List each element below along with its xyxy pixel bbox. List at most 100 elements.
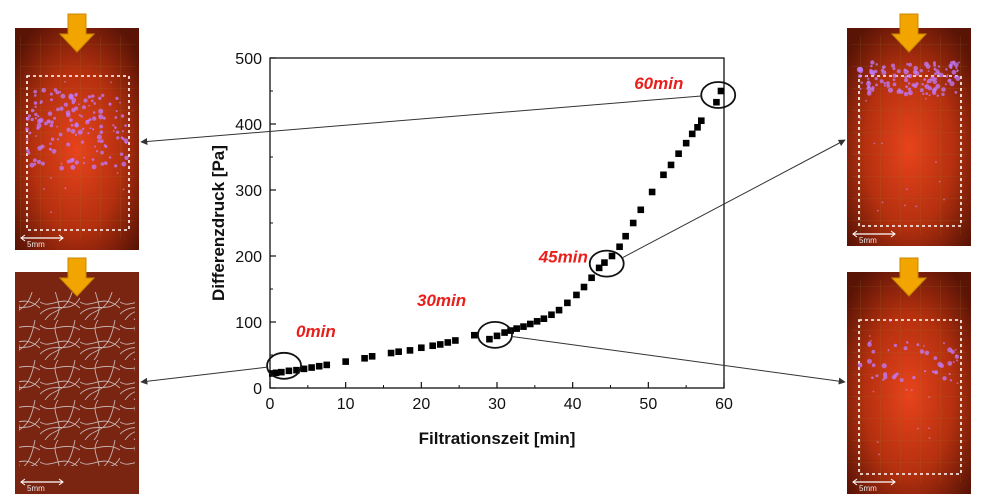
- scale-bar-ends: [20, 234, 64, 242]
- data-point: [660, 171, 667, 179]
- y-axis-label: Differenzdruck [Pa]: [209, 145, 228, 301]
- particle: [905, 388, 908, 391]
- particle: [36, 126, 40, 130]
- particle: [53, 88, 58, 92]
- particle: [49, 123, 54, 128]
- particle: [38, 117, 44, 123]
- highlight-circle: [266, 351, 302, 380]
- particle: [35, 135, 38, 137]
- particle: [90, 94, 95, 98]
- particle: [889, 320, 892, 323]
- particle: [938, 180, 941, 183]
- particle: [937, 65, 941, 68]
- data-point: [573, 291, 580, 299]
- data-point: [493, 332, 501, 340]
- data-point: [608, 252, 616, 260]
- data-point: [688, 130, 696, 138]
- particle: [121, 130, 125, 133]
- particle: [97, 139, 101, 143]
- particle: [930, 76, 936, 82]
- particle: [95, 150, 99, 153]
- particle: [948, 372, 951, 376]
- particle: [949, 81, 955, 87]
- particle: [87, 132, 90, 135]
- data-point: [418, 344, 425, 352]
- particle: [83, 156, 86, 159]
- particle: [869, 339, 872, 342]
- particle: [886, 84, 891, 88]
- particle: [94, 145, 97, 148]
- thumbnail-panel: 5mm: [847, 257, 971, 494]
- particle: [887, 87, 894, 93]
- particle: [56, 125, 59, 128]
- particle: [99, 124, 104, 129]
- particle: [83, 98, 88, 103]
- particle: [69, 118, 73, 123]
- time-annotation: 45min: [538, 248, 588, 267]
- particle: [71, 158, 75, 161]
- highlight-circle: [700, 81, 737, 109]
- x-tick-label: 60: [715, 396, 733, 413]
- particle: [947, 79, 951, 83]
- particle: [935, 69, 940, 74]
- data-point: [717, 87, 725, 95]
- particle: [919, 349, 925, 354]
- particle: [924, 84, 930, 90]
- data-point: [406, 347, 414, 354]
- particle: [870, 64, 873, 68]
- particle: [935, 161, 937, 163]
- particle: [948, 63, 953, 69]
- scale-bar-ends: [852, 478, 896, 486]
- data-point: [387, 349, 395, 357]
- particle: [866, 90, 872, 96]
- particle: [876, 441, 879, 443]
- particle: [903, 346, 908, 351]
- y-tick-label: 300: [235, 183, 262, 200]
- particle: [26, 138, 29, 141]
- particle: [93, 102, 97, 105]
- particle: [936, 94, 939, 97]
- particle: [56, 138, 60, 141]
- particle: [955, 75, 961, 81]
- particle: [78, 114, 81, 117]
- particle: [953, 62, 959, 68]
- particle: [65, 112, 71, 118]
- particle: [66, 159, 71, 164]
- particle: [905, 85, 909, 89]
- particle: [50, 98, 54, 102]
- data-point: [436, 341, 444, 348]
- particle: [33, 162, 37, 166]
- particle: [893, 343, 898, 348]
- particle: [899, 378, 904, 383]
- particle: [53, 116, 57, 120]
- particle: [872, 390, 875, 393]
- particle: [86, 119, 90, 122]
- connector-arrow: [140, 95, 702, 145]
- particle: [60, 93, 66, 99]
- particle: [866, 81, 872, 87]
- particle: [33, 101, 38, 105]
- particle: [892, 78, 896, 82]
- particle: [944, 83, 947, 86]
- particle: [857, 74, 862, 79]
- particle: [50, 120, 54, 124]
- particle: [880, 68, 885, 72]
- scale-label: 5mm: [27, 240, 45, 249]
- annotations: 0min 30min 45min 60min: [296, 74, 683, 341]
- particle: [59, 165, 64, 171]
- time-annotation: 60min: [634, 74, 683, 93]
- data-point: [675, 150, 682, 157]
- data-point: [395, 348, 402, 355]
- particle: [875, 63, 878, 66]
- particle: [860, 81, 864, 84]
- particle: [903, 68, 907, 72]
- particle: [925, 92, 928, 95]
- thumbnail-panel: 5mm: [15, 257, 139, 494]
- data-point: [694, 124, 701, 131]
- particle: [114, 164, 118, 168]
- particle: [116, 172, 119, 174]
- particle: [33, 89, 38, 94]
- particle: [939, 363, 944, 368]
- particle: [60, 162, 63, 165]
- data-point: [698, 117, 705, 124]
